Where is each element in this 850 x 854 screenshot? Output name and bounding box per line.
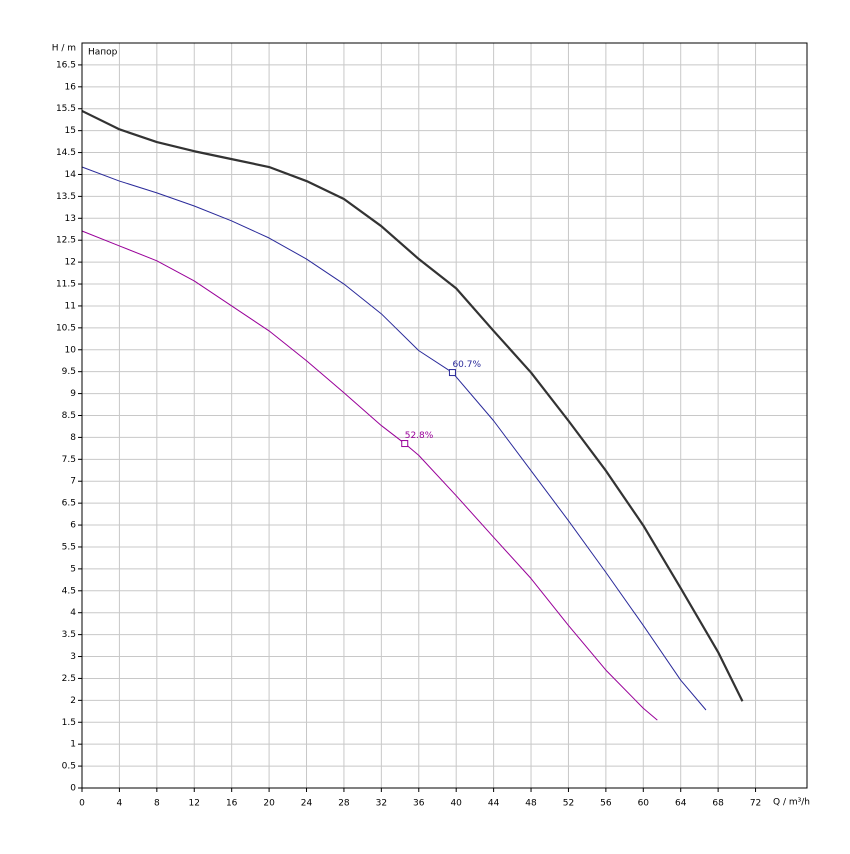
y-tick-label: 2.5	[62, 674, 76, 684]
y-tick-label: 8	[70, 433, 76, 443]
y-tick-label: 11	[65, 301, 76, 311]
curve	[81, 166, 707, 711]
x-tick-label: 56	[600, 799, 612, 809]
y-tick-label: 5	[70, 564, 76, 574]
operating-point	[448, 369, 456, 377]
x-tick-label: 20	[263, 799, 275, 809]
y-tick-label: 10.5	[56, 323, 76, 333]
y-tick-label: 5.5	[62, 542, 76, 552]
y-tick-label: 14	[65, 170, 77, 180]
chart-title: Напор	[88, 48, 118, 58]
y-tick-label: 13.5	[56, 192, 76, 202]
y-tick-label: 6.5	[62, 499, 76, 509]
y-tick-label: 12.5	[56, 236, 76, 246]
curve	[81, 230, 658, 721]
y-axis-label: H / m	[52, 44, 76, 54]
y-tick-label: 11.5	[56, 280, 76, 290]
y-tick-label: 7	[70, 477, 76, 487]
x-tick-label: 72	[750, 799, 761, 809]
x-tick-label: 0	[79, 799, 85, 809]
y-tick-label: 16	[65, 82, 77, 92]
x-tick-label: 32	[376, 799, 387, 809]
y-tick-label: 4.5	[62, 586, 76, 596]
x-tick-label: 36	[413, 799, 425, 809]
y-tick-label: 3.5	[62, 630, 76, 640]
y-tick-label: 7.5	[62, 455, 76, 465]
y-tick-label: 13	[65, 214, 76, 224]
x-tick-label: 52	[563, 799, 574, 809]
y-tick-label: 0	[70, 784, 76, 794]
x-tick-label: 60	[638, 799, 650, 809]
plot-frame	[81, 42, 808, 789]
operating-point	[401, 440, 409, 448]
x-tick-label: 48	[525, 799, 537, 809]
y-tick-label: 3	[70, 652, 76, 662]
y-tick-label: 8.5	[62, 411, 76, 421]
annotation: 52.8%	[405, 431, 434, 441]
x-tick-label: 68	[712, 799, 724, 809]
y-tick-label: 10	[65, 345, 77, 355]
y-tick-label: 9	[70, 389, 76, 399]
x-tick-label: 24	[301, 799, 313, 809]
x-tick-label: 40	[450, 799, 462, 809]
y-tick-label: 0.5	[62, 762, 76, 772]
y-tick-label: 1.5	[62, 718, 76, 728]
grid	[78, 43, 807, 792]
x-axis-label: Q / m³/h	[773, 798, 810, 808]
x-tick-label: 28	[338, 799, 350, 809]
x-tick-label: 8	[154, 799, 160, 809]
y-tick-label: 2	[70, 696, 76, 706]
x-tick-label: 44	[488, 799, 500, 809]
x-tick-label: 64	[675, 799, 687, 809]
y-tick-label: 6	[70, 521, 76, 531]
marks	[81, 109, 744, 721]
x-tick-label: 4	[117, 799, 123, 809]
x-tick-label: 12	[189, 799, 200, 809]
x-tick-label: 16	[226, 799, 238, 809]
y-tick-label: 16.5	[56, 60, 76, 70]
y-tick-label: 4	[70, 608, 76, 618]
y-tick-label: 15	[65, 126, 76, 136]
curve	[81, 109, 744, 702]
annotation: 60.7%	[452, 360, 481, 370]
y-tick-label: 14.5	[56, 148, 76, 158]
y-tick-label: 1	[70, 740, 76, 750]
y-tick-label: 15.5	[56, 104, 76, 114]
y-tick-label: 9.5	[62, 367, 76, 377]
y-tick-label: 12	[65, 258, 76, 268]
